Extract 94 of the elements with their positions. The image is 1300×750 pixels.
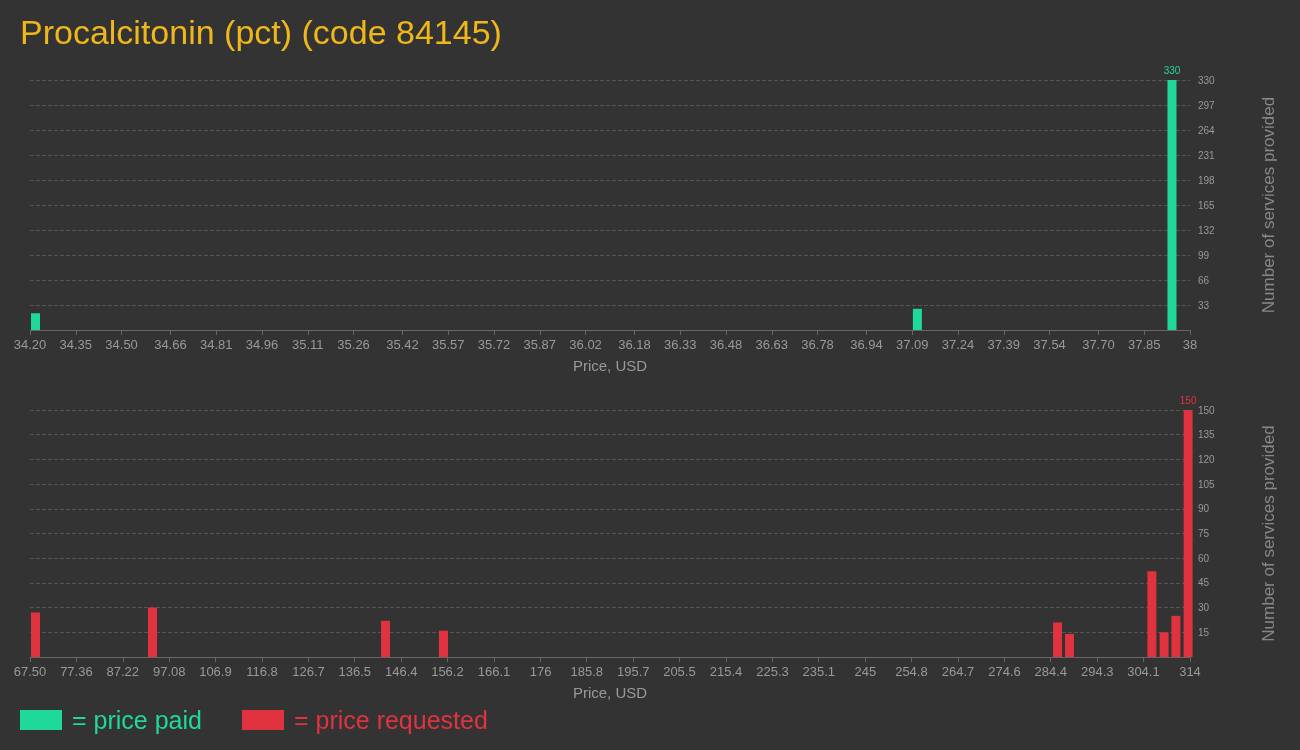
x-tick-label: 34.66 bbox=[154, 337, 187, 352]
x-tick-label: 35.87 bbox=[523, 337, 557, 352]
y-tick-label: 231 bbox=[1198, 149, 1216, 161]
x-tick-label: 67.50 bbox=[13, 664, 47, 679]
y-tick-label: 66 bbox=[1198, 274, 1210, 286]
y-tick-label: 330 bbox=[1198, 74, 1216, 86]
x-tick-label: 34.50 bbox=[105, 337, 138, 352]
y-tick-label: 120 bbox=[1198, 453, 1216, 465]
x-tick-label: 304.1 bbox=[1127, 664, 1160, 679]
x-tick-label: 215.4 bbox=[709, 664, 743, 679]
x-tick-label: 36.33 bbox=[663, 337, 697, 352]
y-tick-label: 60 bbox=[1198, 552, 1210, 564]
x-tick-label: 87.22 bbox=[106, 664, 140, 679]
y-tick-label: 15 bbox=[1198, 626, 1210, 638]
x-tick-label: 284.4 bbox=[1034, 664, 1067, 679]
y-tick-label: 90 bbox=[1198, 503, 1210, 515]
x-tick-label: 37.85 bbox=[1127, 337, 1161, 352]
x-tick-label: 205.5 bbox=[663, 664, 696, 679]
x-tick-label: 106.9 bbox=[199, 664, 232, 679]
x-tick-label: 35.11 bbox=[292, 337, 324, 352]
y-axis-title: Number of services provided bbox=[1259, 425, 1278, 642]
bar bbox=[381, 620, 391, 657]
y-tick-label: 198 bbox=[1198, 174, 1216, 186]
y-tick-label: 264 bbox=[1198, 124, 1216, 136]
y-tick-label: 33 bbox=[1198, 299, 1210, 311]
legend-label: = price paid bbox=[72, 705, 202, 735]
bar bbox=[1065, 633, 1075, 657]
x-tick-label: 36.18 bbox=[618, 337, 651, 352]
x-axis-title: Price, USD bbox=[572, 684, 648, 701]
x-tick-label: 166.1 bbox=[477, 664, 511, 679]
y-tick-label: 30 bbox=[1198, 602, 1210, 614]
bar bbox=[1147, 571, 1157, 657]
x-tick-label: 34.35 bbox=[59, 337, 93, 352]
x-tick-label: 185.8 bbox=[570, 664, 603, 679]
x-tick-label: 77.36 bbox=[60, 664, 93, 679]
bar bbox=[31, 612, 41, 657]
bar bbox=[1171, 615, 1181, 657]
x-tick-label: 34.96 bbox=[245, 337, 279, 352]
x-tick-label: 35.26 bbox=[337, 337, 370, 352]
y-tick-label: 75 bbox=[1198, 528, 1210, 539]
bar bbox=[147, 607, 157, 657]
x-tick-label: 314 bbox=[1179, 664, 1201, 679]
x-tick-label: 36.48 bbox=[709, 337, 743, 352]
bar bbox=[1167, 80, 1177, 330]
x-tick-label: 136.5 bbox=[338, 664, 371, 679]
x-tick-label: 35.72 bbox=[477, 337, 511, 352]
bar bbox=[912, 308, 922, 330]
x-tick-label: 37.70 bbox=[1082, 337, 1115, 352]
x-tick-label: 37.54 bbox=[1033, 337, 1066, 352]
x-tick-label: 146.4 bbox=[385, 664, 418, 679]
y-tick-label: 105 bbox=[1198, 478, 1216, 490]
bar bbox=[439, 630, 449, 657]
bar bbox=[1053, 622, 1063, 657]
y-axis-title: Number of services provided bbox=[1259, 96, 1278, 314]
x-tick-label: 36.02 bbox=[569, 337, 602, 352]
x-tick-label: 97.08 bbox=[152, 664, 186, 679]
x-tick-label: 294.3 bbox=[1081, 664, 1114, 679]
x-tick-label: 35.42 bbox=[386, 337, 419, 352]
x-tick-label: 37.24 bbox=[941, 337, 975, 352]
x-tick-label: 235.1 bbox=[802, 664, 835, 679]
y-tick-label: 297 bbox=[1198, 99, 1216, 111]
y-tick-label: 150 bbox=[1198, 404, 1216, 416]
x-tick-label: 254.8 bbox=[895, 664, 928, 679]
y-tick-label: 132 bbox=[1198, 224, 1216, 236]
x-axis-title: Price, USD bbox=[572, 357, 648, 374]
x-tick-label: 116.8 bbox=[246, 664, 278, 679]
y-tick-label: 135 bbox=[1198, 429, 1216, 441]
x-tick-label: 36.63 bbox=[755, 337, 789, 352]
x-tick-label: 225.3 bbox=[756, 664, 789, 679]
x-tick-label: 36.94 bbox=[850, 337, 883, 352]
x-tick-label: 36.78 bbox=[801, 337, 834, 352]
data-label: 330 bbox=[1163, 64, 1181, 76]
y-tick-label: 45 bbox=[1198, 577, 1210, 589]
x-tick-label: 195.7 bbox=[617, 664, 650, 679]
x-tick-label: 264.7 bbox=[941, 664, 975, 679]
x-tick-label: 38 bbox=[1182, 337, 1198, 352]
x-tick-label: 274.6 bbox=[988, 664, 1021, 679]
y-tick-label: 99 bbox=[1198, 249, 1210, 261]
x-tick-label: 156.2 bbox=[431, 664, 464, 679]
x-tick-label: 34.81 bbox=[199, 337, 233, 352]
x-tick-label: 37.09 bbox=[895, 337, 929, 352]
bar bbox=[1183, 410, 1193, 657]
x-tick-label: 245 bbox=[854, 664, 877, 679]
x-tick-label: 35.57 bbox=[431, 337, 465, 352]
y-tick-label: 165 bbox=[1198, 199, 1216, 211]
data-label: 150 bbox=[1179, 394, 1197, 406]
bar bbox=[30, 313, 40, 330]
legend-label: = price requested bbox=[293, 705, 488, 735]
x-tick-label: 34.20 bbox=[13, 337, 47, 352]
bar bbox=[1159, 632, 1169, 657]
x-tick-label: 37.39 bbox=[987, 337, 1021, 352]
chart-title: Procalcitonin (pct) (code 84145) bbox=[20, 13, 502, 51]
x-tick-label: 176 bbox=[529, 664, 552, 679]
x-tick-label: 126.7 bbox=[292, 664, 325, 679]
